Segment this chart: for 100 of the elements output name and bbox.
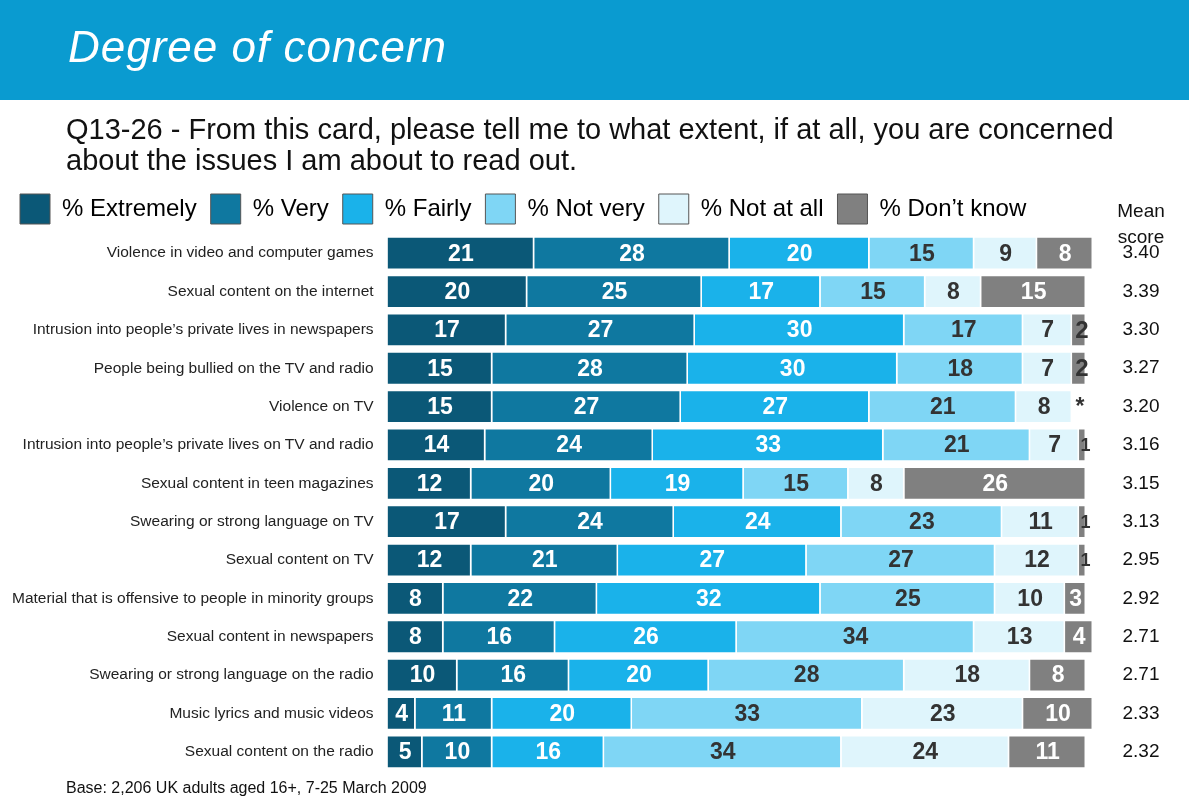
data-label: 3 (1069, 584, 1082, 611)
text: 3.15 (1122, 471, 1160, 493)
data-label: 26 (633, 623, 659, 650)
data-label: 12 (1024, 546, 1050, 573)
data-label: 21 (930, 392, 956, 419)
data-label: 17 (950, 316, 977, 343)
legend-label: % Don’t know (879, 193, 1027, 221)
data-label: 5 (398, 738, 412, 765)
data-label: 16 (486, 623, 513, 650)
data-label: 18 (954, 661, 981, 688)
data-label: 17 (434, 316, 460, 343)
legend-label: % Not very (527, 193, 645, 221)
data-label: 27 (762, 392, 788, 419)
data-label: 10 (409, 661, 436, 688)
legend-label: % Not at all (700, 193, 824, 221)
chart-subtitle: Q13-26 - From this card, please tell me to what extent, if at all, you are concerned about the issues I am about to read out. (65, 112, 1115, 178)
y-tick-label: Music lyrics and music videos (169, 703, 374, 721)
data-label: 19 (664, 469, 691, 496)
y-tick-label: Sexual content on TV (225, 550, 375, 568)
data-label: 18 (947, 354, 974, 381)
y-tick-label: Intrusion into people’s private lives on TV and radio (22, 435, 374, 453)
data-label: 24 (556, 431, 583, 458)
data-label: 24 (912, 738, 939, 765)
y-tick-label: Violence in video and computer games (106, 243, 374, 261)
text: 2.71 (1122, 624, 1160, 646)
data-label: 7 (1048, 431, 1061, 458)
legend-label: % Fairly (384, 193, 472, 221)
data-label: 25 (601, 277, 628, 304)
text: 3.30 (1122, 318, 1160, 340)
data-label: 22 (507, 584, 534, 611)
data-label: 23 (909, 508, 935, 535)
data-label: 28 (619, 239, 646, 266)
data-label: 7 (1041, 354, 1054, 381)
data-label: 10 (1045, 699, 1071, 726)
text: 2.71 (1122, 663, 1160, 685)
data-label: 33 (734, 699, 761, 726)
data-label: 8 (946, 277, 960, 304)
legend-label: % Extremely (62, 193, 197, 221)
data-label: 15 (909, 239, 935, 266)
data-label: 16 (535, 738, 562, 765)
text: 2.95 (1122, 548, 1160, 570)
y-tick-label: People being bullied on the TV and radio (93, 358, 374, 376)
data-label: 21 (531, 546, 558, 573)
data-label: 17 (748, 277, 775, 304)
data-label: * (1075, 392, 1085, 419)
data-label: 9 (999, 239, 1013, 266)
y-tick-label: Sexual content on the internet (167, 281, 375, 299)
data-label: 28 (793, 661, 820, 688)
data-label: 15 (427, 392, 453, 419)
text: 2.32 (1122, 740, 1160, 762)
data-label: 34 (710, 738, 736, 765)
data-label: 17 (434, 508, 460, 535)
y-tick-label: Intrusion into people’s private lives in newspapers (32, 320, 374, 338)
data-label: 12 (416, 469, 443, 496)
data-label: 16 (500, 661, 527, 688)
data-label: 8 (1051, 661, 1065, 688)
data-label: 4 (1072, 623, 1086, 650)
text: 3.13 (1122, 509, 1160, 531)
data-label: 24 (744, 508, 771, 535)
data-label: 28 (577, 354, 604, 381)
text: 2.33 (1122, 701, 1160, 723)
data-label: 23 (930, 699, 956, 726)
data-label: 8 (1058, 239, 1072, 266)
data-label: 24 (577, 508, 604, 535)
data-label: 21 (448, 239, 474, 266)
data-label: 12 (416, 546, 443, 573)
data-label: 15 (860, 277, 886, 304)
data-label: 34 (842, 623, 869, 650)
data-label: 20 (626, 661, 652, 688)
data-label: 7 (1041, 316, 1054, 343)
data-label: 8 (409, 584, 423, 611)
data-label: 15 (1020, 277, 1047, 304)
y-tick-label: Violence on TV (269, 396, 375, 414)
data-label: 14 (423, 431, 450, 458)
data-label: 8 (409, 623, 423, 650)
y-tick-label: Swearing or strong language on the radio (89, 665, 374, 683)
data-label: 10 (444, 738, 471, 765)
data-label: 20 (786, 239, 813, 266)
text: Base: 2,206 UK adults aged 16+, 7-25 March 2009 (66, 779, 427, 797)
text: 3.16 (1122, 433, 1160, 455)
data-label: 20 (549, 699, 575, 726)
data-label: 20 (528, 469, 555, 496)
y-tick-label: Sexual content in teen magazines (140, 473, 374, 491)
data-label: 25 (895, 584, 921, 611)
data-label: 27 (573, 392, 600, 419)
y-tick-label: Sexual content on the radio (184, 742, 374, 760)
data-label: 11 (441, 699, 467, 726)
text: 3.39 (1122, 279, 1160, 301)
y-tick-label: Swearing or strong language on TV (129, 511, 375, 529)
data-label: 11 (1035, 738, 1060, 765)
data-label: 10 (1017, 584, 1043, 611)
data-label: 27 (699, 546, 726, 573)
data-label: 4 (395, 699, 409, 726)
data-label: 30 (779, 354, 806, 381)
y-tick-label: Sexual content in newspapers (166, 627, 374, 645)
text: 3.27 (1122, 356, 1160, 378)
data-label: 15 (427, 354, 453, 381)
data-label: 13 (1006, 623, 1033, 650)
data-label: 26 (982, 469, 1009, 496)
data-label: 27 (888, 546, 914, 573)
